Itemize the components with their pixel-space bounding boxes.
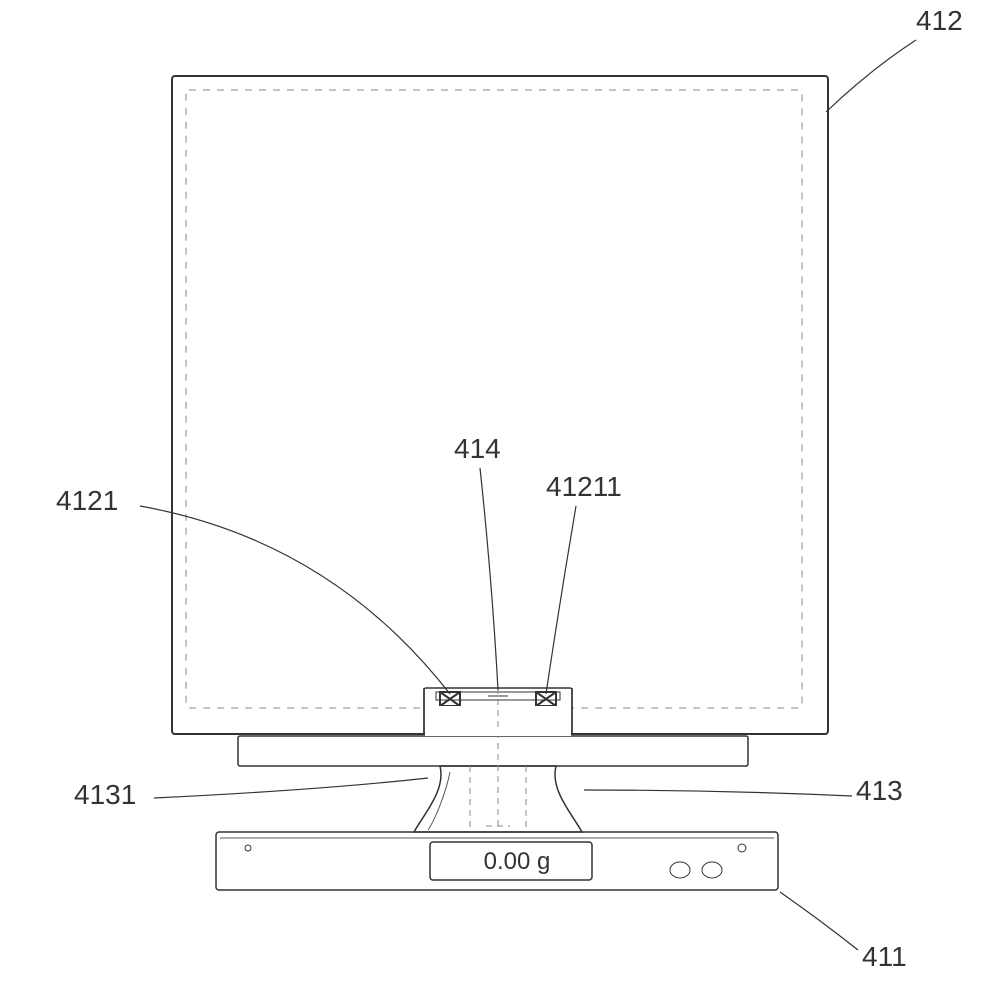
enclosure-outer	[172, 76, 828, 734]
pedestal-highlight	[428, 772, 450, 830]
callout-label-411: 411	[862, 941, 907, 972]
callout-label-4121: 4121	[56, 485, 118, 516]
callout-label-414: 414	[454, 433, 501, 464]
callout-4131: 4131	[74, 778, 428, 810]
callout-411: 411	[780, 892, 907, 972]
neck-cutout-mask	[425, 732, 571, 736]
callout-413: 413	[584, 775, 903, 806]
callout-label-413: 413	[856, 775, 903, 806]
callout-412: 412	[826, 5, 963, 112]
tray-platform	[238, 736, 748, 766]
callout-4121: 4121	[56, 485, 450, 694]
callout-41211: 41211	[546, 471, 622, 694]
scale-button-1[interactable]	[670, 862, 690, 878]
scale-display-value: 0.00 g	[484, 848, 551, 875]
technical-diagram: 0.00 g 412 4121 414 41211 4131 413 411	[0, 0, 1000, 993]
callout-label-4131: 4131	[74, 779, 136, 810]
enclosure-inner-dashed	[186, 90, 802, 708]
scale-indicator-dot	[738, 844, 746, 852]
neck-cutout-mask-2	[425, 706, 571, 710]
scale-button-2[interactable]	[702, 862, 722, 878]
callout-label-41211: 41211	[546, 471, 622, 502]
scale-indicator-dot-2	[245, 845, 251, 851]
callout-label-412: 412	[916, 5, 963, 36]
callout-414: 414	[454, 433, 501, 690]
